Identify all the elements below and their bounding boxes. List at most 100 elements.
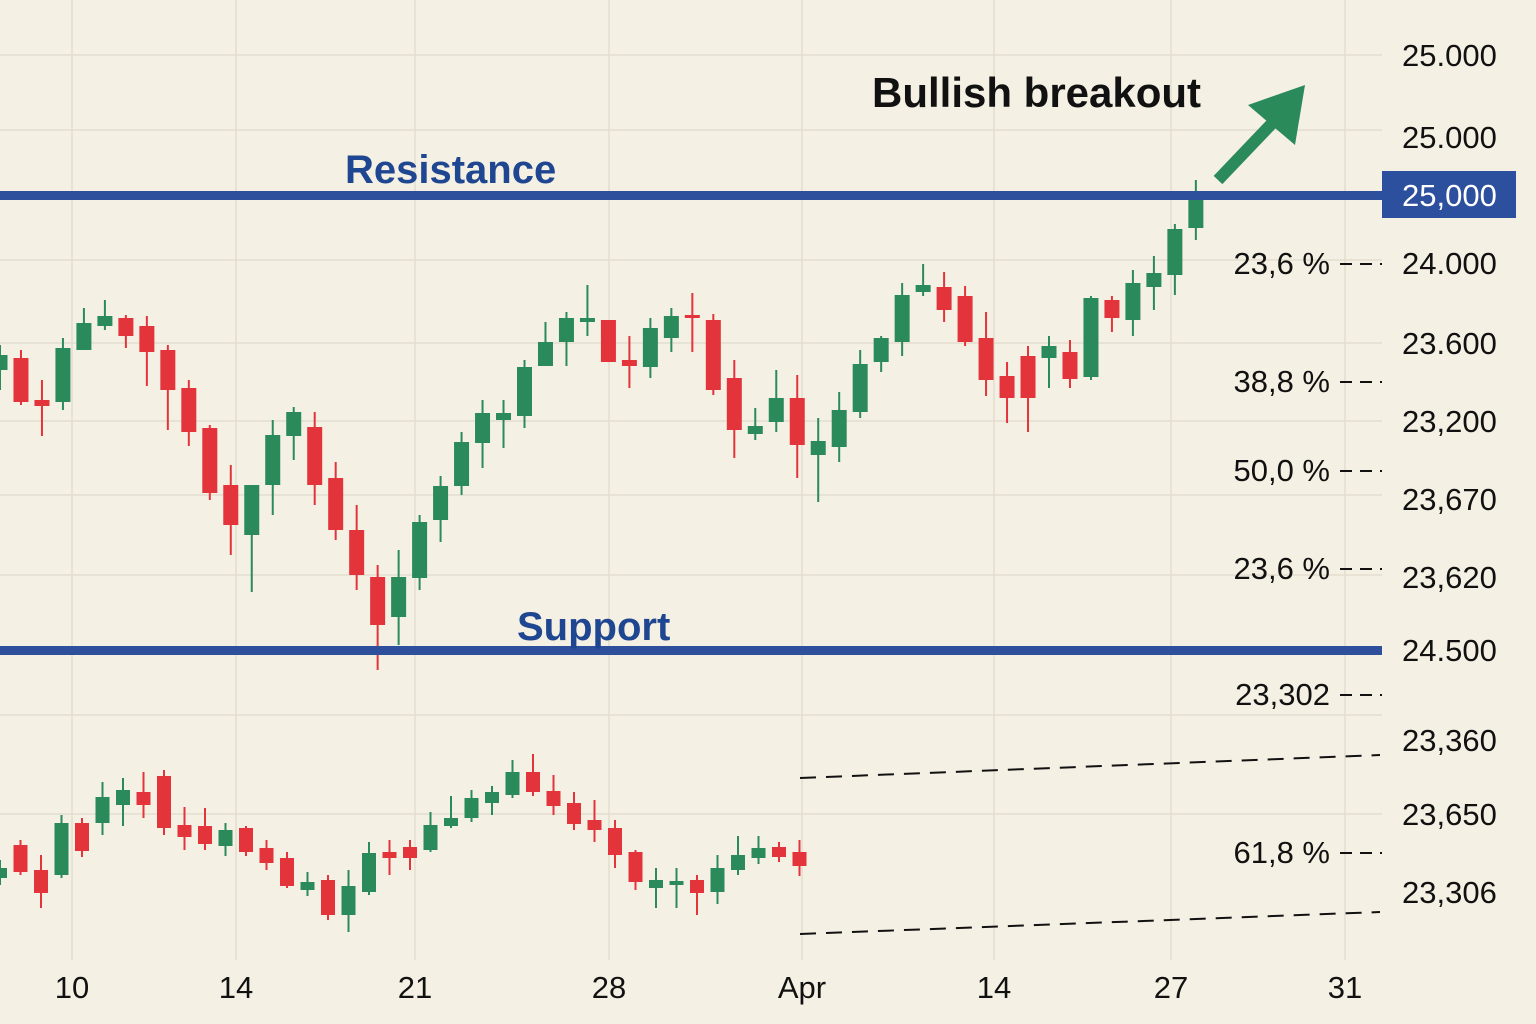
fib-labels: 23,6 % 38,8 % 50,0 % 23,6 % 23,302 61,8 % xyxy=(1233,246,1382,870)
candle-down xyxy=(202,425,218,500)
candle-down xyxy=(403,840,417,870)
candle-body xyxy=(55,348,71,402)
candle-body xyxy=(649,880,663,888)
candle-body xyxy=(0,355,8,370)
candle-body xyxy=(628,852,643,882)
candle-down xyxy=(157,770,171,835)
candle-body xyxy=(505,772,520,795)
candle-down xyxy=(328,462,344,540)
candle-body xyxy=(1167,229,1183,275)
candle-down xyxy=(34,855,48,908)
candle-body xyxy=(642,328,658,367)
candle-up xyxy=(95,782,110,835)
candle-up xyxy=(768,370,784,432)
candle-down xyxy=(690,875,704,915)
lower-candles xyxy=(0,754,807,932)
candle-body xyxy=(669,881,684,885)
candle-body xyxy=(300,882,315,890)
candle-body xyxy=(831,410,847,447)
fib-level-label: 23,6 % xyxy=(1233,551,1330,586)
y-tick-label: 23,670 xyxy=(1402,482,1497,517)
x-tick-label: 21 xyxy=(398,970,432,1005)
candle-body xyxy=(915,285,931,292)
candle-body xyxy=(567,803,581,824)
candle-body xyxy=(526,772,540,792)
candle-body xyxy=(747,426,763,434)
candle-body xyxy=(157,776,171,828)
candle-body xyxy=(136,792,151,805)
candle-body xyxy=(475,413,491,443)
candle-up xyxy=(1146,256,1162,310)
candle-body xyxy=(1104,300,1120,318)
candle-down xyxy=(705,314,721,395)
candle-body xyxy=(307,427,323,485)
candle-down xyxy=(526,754,540,796)
candle-body xyxy=(1062,352,1078,379)
candle-body xyxy=(1146,273,1162,287)
candle-body xyxy=(1188,195,1204,228)
candle-down xyxy=(546,775,561,815)
candle-body xyxy=(768,398,784,422)
candle-body xyxy=(792,852,807,866)
candle-body xyxy=(160,350,176,390)
candle-down xyxy=(321,875,335,920)
candle-body xyxy=(537,342,553,366)
candle-body xyxy=(95,797,110,823)
candle-down xyxy=(608,820,622,868)
candle-body xyxy=(202,428,218,493)
candle-body xyxy=(75,823,89,851)
candle-up xyxy=(265,420,281,515)
candle-body xyxy=(0,868,7,878)
candle-up xyxy=(649,868,663,908)
candle-body xyxy=(118,318,134,336)
candle-down xyxy=(628,850,643,890)
candle-body xyxy=(957,296,973,342)
candle-up xyxy=(464,790,479,822)
candle-down xyxy=(259,840,274,870)
candle-down xyxy=(34,380,50,436)
candle-body xyxy=(265,435,281,485)
candle-up xyxy=(54,815,69,878)
candle-body xyxy=(517,367,532,416)
candle-body xyxy=(403,847,417,858)
candle-down xyxy=(1062,340,1078,388)
y-tick-label: 25.000 xyxy=(1402,38,1497,73)
candle-down xyxy=(118,315,134,348)
candle-body xyxy=(710,868,725,892)
candle-body xyxy=(139,326,155,352)
candle-up xyxy=(454,432,470,495)
candle-body xyxy=(13,358,29,402)
candle-down xyxy=(239,826,253,856)
candle-down xyxy=(223,465,239,555)
resistance-line xyxy=(0,191,1382,200)
candle-down xyxy=(198,808,212,850)
candle-body xyxy=(239,828,253,852)
candle-body xyxy=(116,790,130,805)
candle-body xyxy=(223,485,239,525)
candle-down xyxy=(139,316,155,386)
y-tick-label: 23,620 xyxy=(1402,560,1497,595)
candle-up xyxy=(286,407,302,460)
candle-down xyxy=(600,320,616,362)
candle-body xyxy=(936,287,952,310)
candle-down xyxy=(621,336,637,388)
candle-down xyxy=(567,792,581,830)
candle-body xyxy=(772,847,786,857)
candle-body xyxy=(1020,356,1036,398)
candle-up xyxy=(894,283,910,356)
candle-body xyxy=(1125,283,1141,320)
candle-up xyxy=(642,318,658,378)
candle-up xyxy=(55,338,71,410)
candle-body xyxy=(54,823,69,875)
candle-body xyxy=(496,413,512,420)
y-tick-label: 23,306 xyxy=(1402,875,1497,910)
candle-body xyxy=(587,820,602,830)
candle-body xyxy=(259,848,274,863)
candle-body xyxy=(34,870,48,893)
breakout-arrow-icon xyxy=(1213,85,1305,185)
candle-body xyxy=(218,830,233,846)
candle-up xyxy=(433,476,449,542)
candle-body xyxy=(558,318,574,342)
candle-down xyxy=(792,840,807,876)
